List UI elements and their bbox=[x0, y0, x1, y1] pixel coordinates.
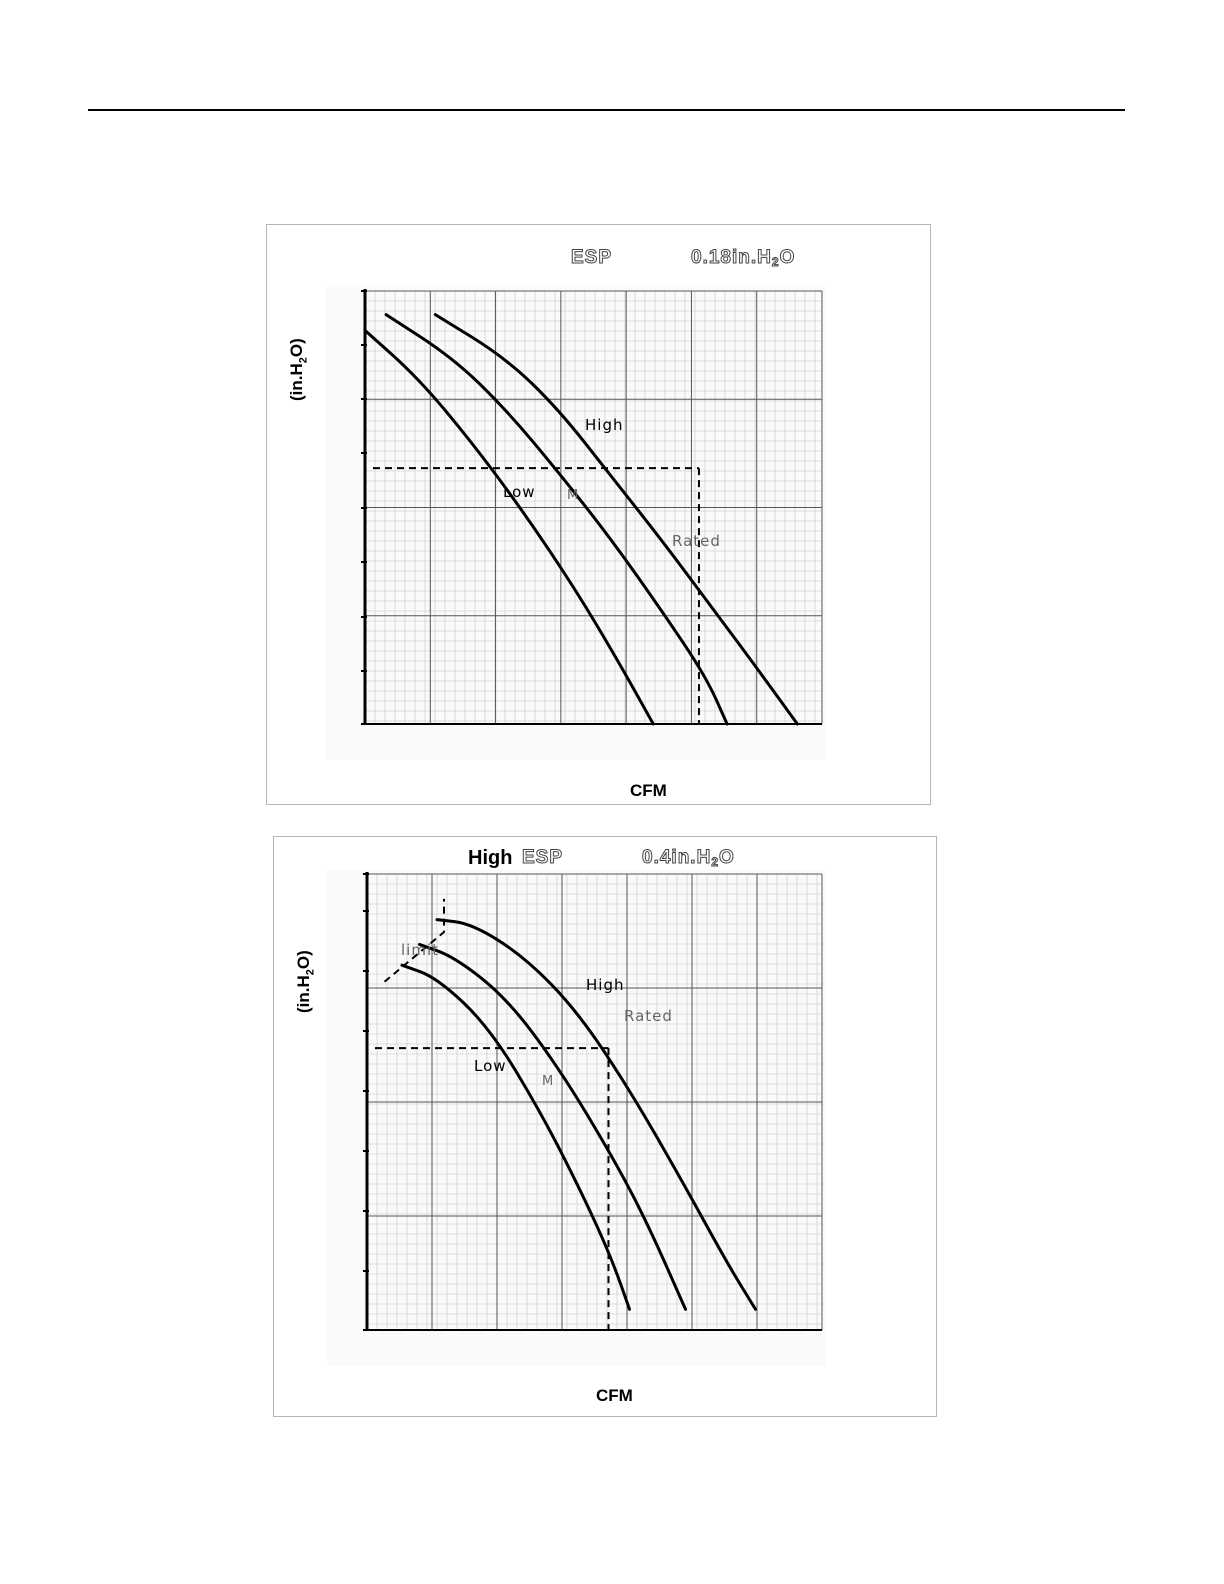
series-low-curve bbox=[400, 963, 631, 1311]
annotation-high-label: High bbox=[585, 416, 623, 434]
chart-2-title-prefix: High bbox=[468, 847, 513, 869]
chart-2-title-esp: ESP bbox=[521, 847, 564, 869]
series-high-curve bbox=[435, 918, 757, 1311]
chart-2-title-value: 0.4in.H2O bbox=[641, 847, 735, 870]
annotation-low-label: Low bbox=[503, 483, 536, 501]
grid bbox=[364, 290, 823, 725]
annotation-rated-label: Rated bbox=[624, 1007, 673, 1025]
chart-panel-2: High ESP 0.4in.H2O (in.H2O) CFM limit Hig… bbox=[273, 836, 937, 1417]
chart-panel-1: ESP 0.18in.H2O (in.H2O) CFM High Low M Rate… bbox=[266, 224, 931, 805]
plot-backdrop bbox=[325, 287, 826, 760]
chart-1-xlabel: CFM bbox=[630, 781, 667, 800]
series-m-curve bbox=[418, 942, 687, 1311]
grid bbox=[366, 873, 823, 1331]
annotation-low-label: Low bbox=[474, 1057, 507, 1075]
annotation-m-label: M bbox=[542, 1074, 554, 1089]
series-high-curve bbox=[433, 313, 799, 726]
annotation-limit-label: limit bbox=[401, 941, 439, 959]
chart-1-title-value: 0.18in.H2O bbox=[691, 247, 796, 270]
annotation-rated-label: Rated bbox=[672, 532, 721, 550]
plot-backdrop bbox=[327, 870, 826, 1366]
series-low-curve bbox=[363, 328, 655, 726]
top-rule bbox=[88, 109, 1125, 111]
chart-1-title-esp: ESP bbox=[570, 247, 613, 269]
series-limit-line bbox=[383, 898, 445, 983]
chart-1-plot: High Low M Rated bbox=[325, 287, 826, 760]
annotation-m-label: M bbox=[567, 488, 579, 503]
series-m-curve bbox=[384, 313, 729, 726]
chart-2-xlabel: CFM bbox=[596, 1386, 633, 1405]
annotation-high-label: High bbox=[586, 976, 624, 994]
